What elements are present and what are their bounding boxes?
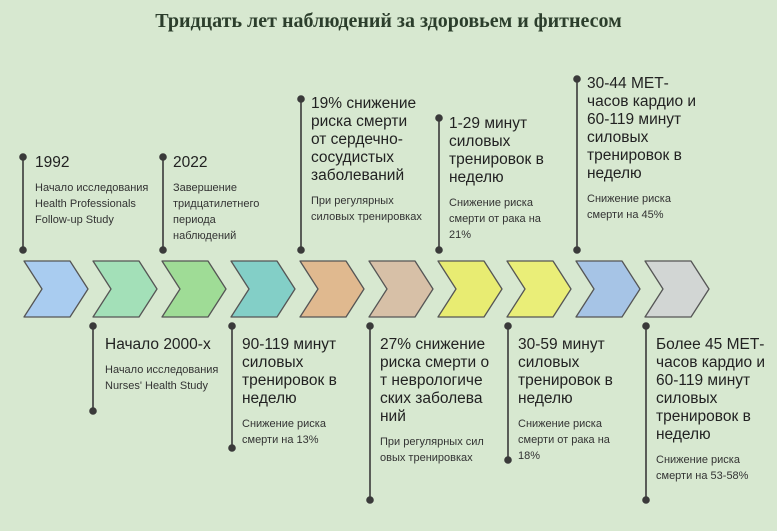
event-heading: 1992	[35, 154, 70, 171]
chevron-6	[368, 260, 434, 318]
chevron-5	[299, 260, 365, 318]
chevron-3	[161, 260, 227, 318]
event-heading: 1-29 минут силовых тренировок в неделю	[449, 115, 544, 186]
event-30-59-minutes: 30-59 минут силовых тренировок в неделю …	[518, 336, 628, 464]
event-heading: 2022	[173, 154, 208, 171]
event-heading: 27% снижение риска смерти от неврологиче…	[380, 336, 490, 425]
event-1992: 1992 Начало исследования Health Professi…	[35, 154, 150, 228]
event-cardiovascular: 19% снижение риска смерти от сердечно-со…	[311, 95, 426, 225]
event-description: Начало исследования Health Professionals…	[35, 182, 149, 226]
chevron-4	[230, 260, 296, 318]
event-90-119-minutes: 90-119 минут силовых тренировок в неделю…	[242, 336, 352, 448]
event-description: При регулярных силовых тренировках	[311, 195, 422, 223]
event-neurological: 27% снижение риска смерти от неврологиче…	[380, 336, 490, 466]
event-over-45-met: Более 45 МЕТ-часов кардио и 60-119 минут…	[656, 336, 768, 484]
event-heading: 30-59 минут силовых тренировок в неделю	[518, 336, 613, 407]
chevron-10	[644, 260, 710, 318]
event-2022: 2022 Завершение тридцатилетнего периода …	[173, 154, 278, 244]
chevron-9	[575, 260, 641, 318]
event-30-44-met: 30-44 МЕТ-часов кардио и 60-119 минут си…	[587, 75, 702, 223]
event-description: Снижение риска смерти на 45%	[587, 193, 671, 221]
event-heading: 19% снижение риска смерти от сердечно-со…	[311, 95, 417, 184]
event-description: Снижение риска смерти от рака на 18%	[518, 418, 610, 462]
event-description: Снижение риска смерти от рака на 21%	[449, 197, 541, 241]
chevron-2	[92, 260, 158, 318]
event-heading: Начало 2000-х	[105, 336, 211, 353]
event-description: Завершение тридцатилетнего периода наблю…	[173, 182, 260, 242]
event-description: При регулярных силовых тренировках	[380, 436, 484, 464]
chevron-8	[506, 260, 572, 318]
page-title: Тридцать лет наблюдений за здоровьем и ф…	[155, 10, 622, 32]
event-description: Начало исследования Nurses' Health Study	[105, 364, 219, 392]
event-heading: 90-119 минут силовых тренировок в неделю	[242, 336, 337, 407]
event-description: Снижение риска смерти на 13%	[242, 418, 326, 446]
event-early-2000s: Начало 2000-х Начало исследования Nurses…	[105, 336, 225, 394]
event-1-29-minutes: 1-29 минут силовых тренировок в неделю С…	[449, 115, 564, 243]
chevron-7	[437, 260, 503, 318]
chevron-1	[23, 260, 89, 318]
event-heading: Более 45 МЕТ-часов кардио и 60-119 минут…	[656, 336, 766, 443]
event-description: Снижение риска смерти на 53-58%	[656, 454, 749, 482]
event-heading: 30-44 МЕТ-часов кардио и 60-119 минут си…	[587, 75, 697, 182]
